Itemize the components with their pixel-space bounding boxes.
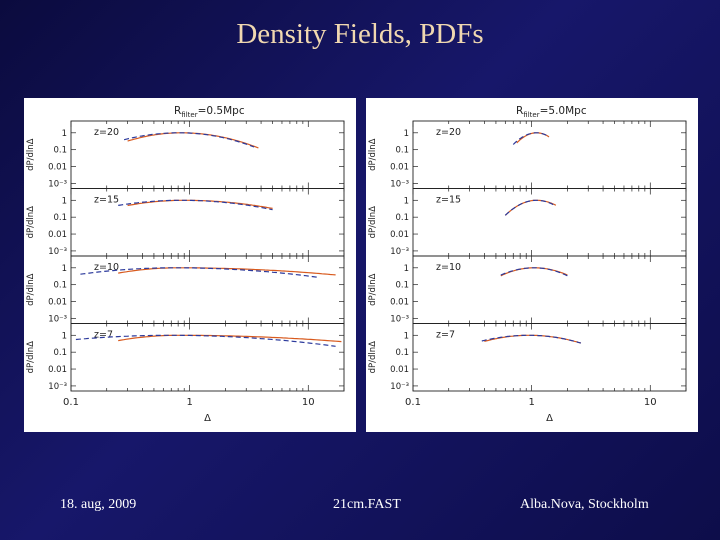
y-tick-label: 10⁻³ [390,314,409,324]
chart-title-rest: =5.0Mpc [540,105,587,117]
x-tick-label: 10 [302,397,315,408]
subplot-z15: 1 0.1 0.01 10⁻³ dP/dlnΔ z=15 [368,188,687,257]
subplot-label: z=10 [94,262,119,273]
slide-title: Density Fields, PDFs [236,18,484,50]
chart-title-main: R [516,105,523,117]
subplot-z15: 1 0.1 0.01 10⁻³ dP/dlnΔ z=15 [26,188,345,257]
y-tick-label: 0.1 [53,281,67,291]
y-tick-label: 1 [62,264,67,274]
y-tick-label: 0.1 [53,146,67,156]
y-tick-label: 0.1 [395,146,409,156]
dashed-curve [481,334,582,344]
pdf-chart-right: Rfilter=5.0Mpc 1 0.1 0.01 10⁻³ dP/dlnΔ z=20 1 0.… [368,105,687,424]
solid-curve [504,199,557,216]
y-axis-label: dP/dlnΔ [26,206,36,239]
y-tick-label: 10⁻³ [48,179,67,189]
y-tick-label: 1 [404,264,409,274]
footer-center: 21cm.FAST [333,497,401,512]
y-axis-label: dP/dlnΔ [368,206,378,239]
x-tick-label: 0.1 [405,397,421,408]
pdf-panel-right: Rfilter=5.0Mpc 1 0.1 0.01 10⁻³ dP/dlnΔ z=20 1 0.… [366,98,698,432]
y-tick-label: 10⁻³ [390,382,409,392]
dashed-curve [500,267,568,277]
dashed-curve [75,334,336,347]
y-tick-label: 1 [62,331,67,341]
y-tick-label: 0.01 [48,230,67,240]
y-tick-label: 1 [404,196,409,206]
y-tick-label: 10⁻³ [48,247,67,257]
y-axis-label: dP/dlnΔ [368,273,378,306]
x-axis-label: Δ [204,413,211,424]
y-tick-label: 0.01 [390,230,409,240]
y-tick-label: 0.1 [395,213,409,223]
y-axis-label: dP/dlnΔ [26,341,36,374]
solid-curve [118,334,342,343]
x-tick-label: 1 [186,397,192,408]
subplot-label: z=10 [436,262,461,273]
y-tick-label: 0.1 [53,213,67,223]
y-axis-label: dP/dlnΔ [368,138,378,171]
subplot-label: z=7 [436,330,455,341]
dashed-curve [123,132,255,148]
y-tick-label: 0.01 [48,163,67,173]
footer-location: Alba.Nova, Stockholm [520,497,649,512]
y-tick-label: 10⁻³ [48,382,67,392]
y-tick-label: 1 [62,129,67,139]
subplot-z7: 1 0.1 0.01 10⁻³ dP/dlnΔ z=7 [368,323,687,392]
subplot-z20: 1 0.1 0.01 10⁻³ dP/dlnΔ z=20 [368,120,687,189]
dashed-curve [504,199,555,216]
y-tick-label: 0.01 [390,365,409,375]
y-tick-label: 0.01 [48,298,67,308]
dashed-curve [512,132,550,145]
solid-curve [484,334,582,344]
y-tick-label: 0.01 [390,298,409,308]
subplot-z20: 1 0.1 0.01 10⁻³ dP/dlnΔ z=20 [26,120,345,189]
footer-date: 18. aug, 2009 [60,497,137,512]
solid-curve [127,199,273,209]
chart-title: Rfilter=5.0Mpc [516,105,587,119]
y-tick-label: 0.01 [48,365,67,375]
solid-curve [127,132,259,149]
y-tick-label: 0.1 [395,281,409,291]
subplot-label: z=15 [94,195,119,206]
y-tick-label: 1 [404,129,409,139]
dashed-curve [118,199,273,211]
chart-title-subscript: filter [181,111,197,119]
chart-title-subscript: filter [523,111,539,119]
subplot-label: z=15 [436,195,461,206]
subplot-z10: 1 0.1 0.01 10⁻³ dP/dlnΔ z=10 [368,255,687,324]
x-axis-label: Δ [546,413,553,424]
x-tick-label: 1 [528,397,534,408]
y-tick-label: 10⁻³ [390,179,409,189]
y-tick-label: 0.1 [53,348,67,358]
subplot-frame [412,323,687,392]
pdf-panel-left: Rfilter=0.5Mpc 1 0.1 0.01 10⁻³ dP/dlnΔ z=20 1 0.… [24,98,356,432]
y-axis-label: dP/dlnΔ [368,341,378,374]
y-tick-label: 1 [62,196,67,206]
subplot-frame [70,323,345,392]
subplot-label: z=7 [94,330,113,341]
subplot-label: z=20 [436,127,461,138]
y-tick-label: 0.1 [395,348,409,358]
subplot-label: z=20 [94,127,119,138]
y-tick-label: 10⁻³ [48,314,67,324]
y-axis-label: dP/dlnΔ [26,273,36,306]
chart-title-rest: =0.5Mpc [198,105,245,117]
pdf-chart-left: Rfilter=0.5Mpc 1 0.1 0.01 10⁻³ dP/dlnΔ z=20 1 0.… [26,105,345,424]
y-axis-label: dP/dlnΔ [26,138,36,171]
chart-title-main: R [174,105,181,117]
subplot-z10: 1 0.1 0.01 10⁻³ dP/dlnΔ z=10 [26,255,345,324]
x-tick-label: 10 [644,397,657,408]
y-tick-label: 0.01 [390,163,409,173]
subplot-z7: 1 0.1 0.01 10⁻³ dP/dlnΔ z=7 [26,323,345,392]
x-tick-label: 0.1 [63,397,79,408]
y-tick-label: 10⁻³ [390,247,409,257]
chart-title: Rfilter=0.5Mpc [174,105,245,119]
y-tick-label: 1 [404,331,409,341]
